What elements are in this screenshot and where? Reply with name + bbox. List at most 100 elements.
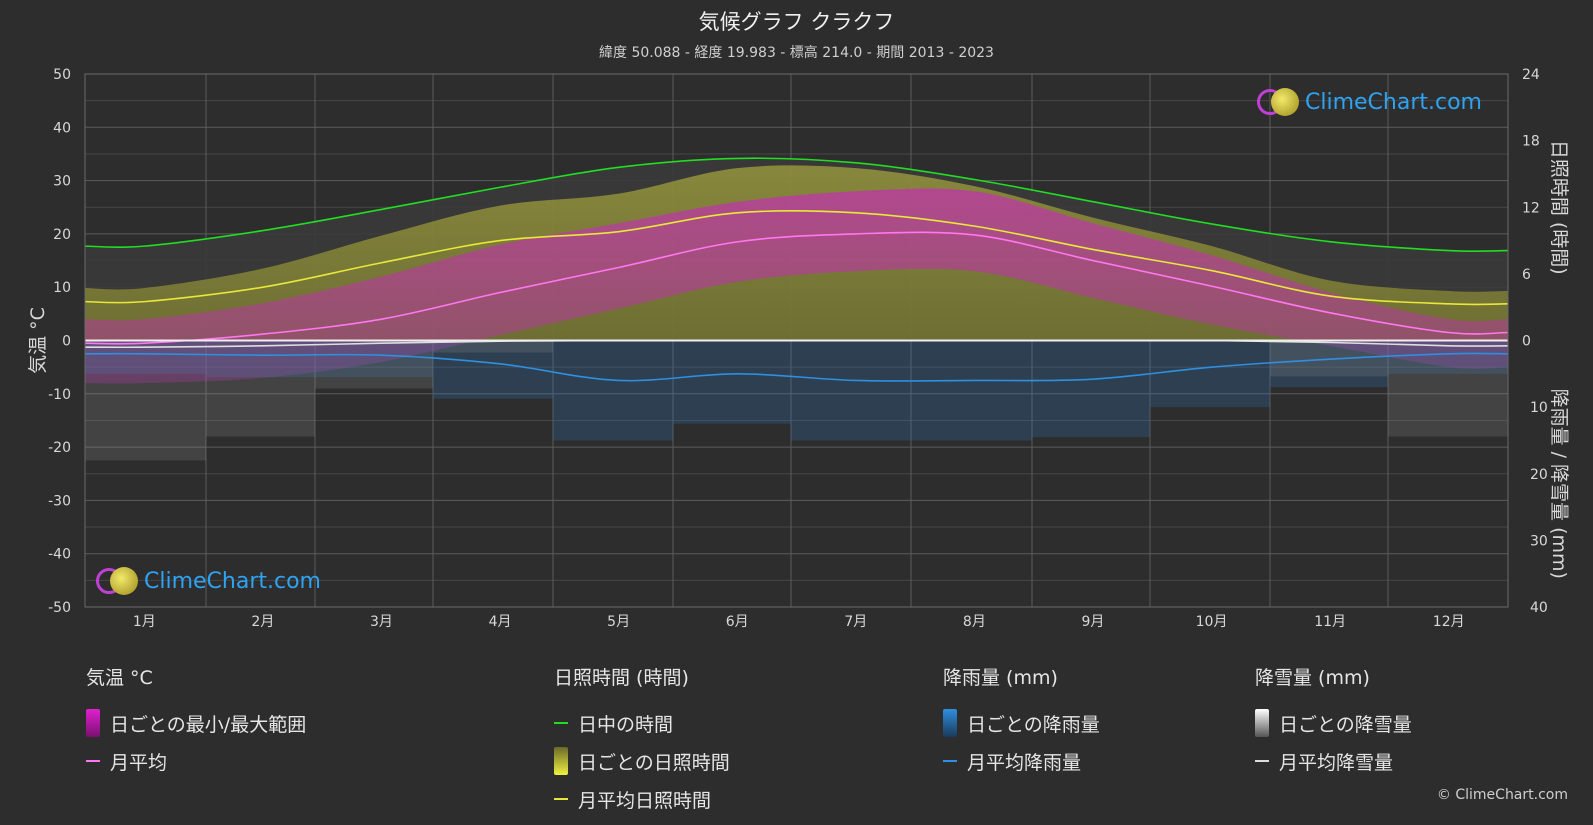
legend-title: 降雨量 (mm) (943, 667, 1058, 689)
y-tick-label: 20 (53, 227, 71, 243)
legend-label: 日ごとの降雨量 (967, 713, 1100, 736)
x-tick-label: 7月 (844, 614, 867, 630)
y-tick-label: -30 (48, 493, 71, 509)
y2-axis-title: 日照時間 (時間) (1548, 140, 1570, 275)
rain-swatch-icon (943, 709, 957, 737)
axes: 50 40 30 20 10 0 -10 -20 -30 -40 -50 24 18 12 6 0 10 20 30… (27, 67, 1570, 630)
x-tick-label: 6月 (726, 614, 749, 630)
y2-tick-label: 6 (1522, 267, 1531, 283)
logo-text: ClimeChart.com (1305, 89, 1482, 115)
snow-bar (85, 340, 206, 461)
rain-bar (791, 340, 911, 441)
legend-item: 日ごとの最小/最大範囲 (86, 704, 306, 742)
snow-bar (433, 340, 553, 353)
plot-border (84, 73, 1509, 608)
logo-sun-icon (110, 567, 138, 595)
y2-tick-label: 0 (1522, 334, 1531, 350)
legend-item: 日ごとの降雨量 (943, 704, 1100, 742)
legend-item: 日ごとの降雪量 (1255, 704, 1412, 742)
line-swatch-icon (86, 760, 100, 762)
series-line-日中の時間 (84, 157, 1509, 253)
legend-item: 日ごとの日照時間 (554, 742, 730, 780)
legend-label: 日中の時間 (578, 713, 674, 736)
legend-item: 日中の時間 (554, 704, 730, 742)
copyright: © ClimeChart.com (1436, 787, 1568, 803)
rain-bar (1270, 340, 1388, 388)
y2-tick-label: 12 (1522, 200, 1540, 216)
logo-text: ClimeChart.com (144, 568, 321, 594)
legend-label: 月平均 (110, 751, 168, 774)
rain-bar (1150, 340, 1270, 408)
logo-sun-icon (1271, 88, 1299, 116)
y-tick-label: -20 (48, 440, 71, 456)
snow-bar (206, 340, 315, 437)
legend-temperature: 気温 °C 日ごとの最小/最大範囲 月平均 (86, 663, 306, 780)
series-line-月平均日照時間 (84, 209, 1509, 306)
legend-label: 日ごとの日照時間 (578, 751, 730, 774)
legend-sunshine: 日照時間 (時間) 日中の時間 日ごとの日照時間 月平均日照時間 (554, 663, 730, 818)
x-tick-label: 10月 (1196, 614, 1228, 630)
snow-bar (315, 340, 433, 389)
series-line-月平均 (84, 231, 1509, 345)
y3-tick-label: 10 (1530, 400, 1548, 416)
y3-tick-label: 40 (1530, 600, 1548, 616)
y-tick-label: 30 (53, 174, 71, 190)
y-tick-label: -40 (48, 547, 71, 563)
y-tick-label: -50 (48, 600, 71, 616)
y-tick-label: -10 (48, 387, 71, 403)
legend-item: 月平均降雪量 (1255, 742, 1412, 780)
x-tick-label: 9月 (1081, 614, 1104, 630)
logo-bottom[interactable]: ClimeChart.com (96, 567, 321, 595)
y-tick-label: 40 (53, 120, 71, 136)
rain-bar (1032, 340, 1150, 438)
rain-bar (673, 340, 791, 424)
x-tick-label: 8月 (963, 614, 986, 630)
temp-range-area (85, 188, 1508, 384)
line-swatch-icon (554, 798, 568, 800)
y3-axis-title: 降雨量 / 降雪量 (mm) (1548, 389, 1570, 579)
legend-item: 月平均日照時間 (554, 780, 730, 818)
x-tick-label: 1月 (133, 614, 156, 630)
y-tick-label: 50 (53, 67, 71, 83)
line-swatch-icon (943, 760, 957, 762)
snow-swatch-icon (1255, 709, 1269, 737)
series-lines (84, 157, 1509, 382)
rain-bar (315, 340, 433, 378)
y2-tick-label: 18 (1522, 134, 1540, 150)
x-tick-label: 5月 (607, 614, 630, 630)
chart-title: 気候グラフ クラクフ (698, 10, 895, 34)
legend-label: 月平均降雪量 (1279, 751, 1394, 774)
y3-tick-label: 30 (1530, 533, 1548, 549)
range-swatch-icon (86, 709, 100, 737)
y-tick-label: 0 (62, 334, 71, 350)
legend-label: 月平均降雨量 (967, 751, 1082, 774)
legend-item: 月平均降雨量 (943, 742, 1100, 780)
legend-title: 降雪量 (mm) (1255, 667, 1370, 689)
snow-bar (1388, 340, 1508, 437)
y-axis-title: 気温 °C (27, 307, 49, 374)
legend-label: 日ごとの最小/最大範囲 (110, 713, 307, 736)
x-tick-label: 3月 (370, 614, 393, 630)
legend-title: 日照時間 (時間) (554, 667, 689, 689)
legend-label: 日ごとの降雪量 (1279, 713, 1412, 736)
rain-bar (553, 340, 673, 441)
data-bands (85, 158, 1508, 461)
legend-item: 月平均 (86, 742, 306, 780)
line-swatch-icon (1255, 760, 1269, 762)
legend-rain: 降雨量 (mm) 日ごとの降雨量 月平均降雨量 (943, 663, 1100, 780)
y2-tick-label: 24 (1522, 67, 1540, 83)
x-tick-label: 2月 (251, 614, 274, 630)
x-tick-label: 4月 (489, 614, 512, 630)
y-tick-label: 10 (53, 280, 71, 296)
x-tick-label: 11月 (1314, 614, 1346, 630)
rain-bar (911, 340, 1032, 441)
x-tick-label: 12月 (1433, 614, 1465, 630)
legend-snow: 降雪量 (mm) 日ごとの降雪量 月平均降雪量 (1255, 663, 1412, 780)
series-line-月平均降雨量 (84, 352, 1509, 382)
legend-title: 気温 °C (86, 667, 153, 689)
rain-bar (433, 340, 553, 399)
sunshine-swatch-icon (554, 747, 568, 775)
logo-top[interactable]: ClimeChart.com (1257, 88, 1482, 116)
chart-subtitle: 緯度 50.088 - 経度 19.983 - 標高 214.0 - 期間 20… (599, 45, 994, 61)
